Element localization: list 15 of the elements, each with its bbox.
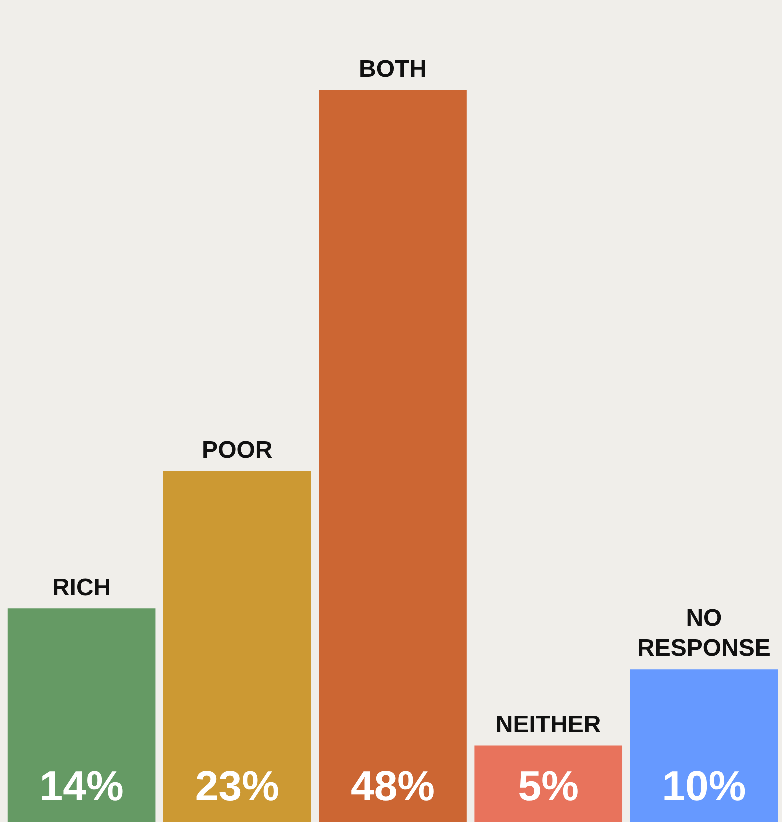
x-tick-label: BOTH xyxy=(359,56,427,84)
data-label: 5% xyxy=(518,762,579,810)
bar xyxy=(319,90,467,822)
x-tick-label: POOR xyxy=(202,437,273,464)
data-label: 14% xyxy=(40,762,124,810)
data-label: 48% xyxy=(350,762,436,810)
x-tick-label: NO RESPONSE xyxy=(638,605,771,662)
data-label: 10% xyxy=(662,762,746,810)
x-tick-label: RICH xyxy=(52,574,112,602)
bar xyxy=(8,608,156,822)
bar xyxy=(474,746,623,822)
bar xyxy=(163,471,312,822)
x-tick-label: NEITHER xyxy=(496,711,602,738)
bar xyxy=(630,670,778,822)
data-label: 23% xyxy=(195,762,280,810)
